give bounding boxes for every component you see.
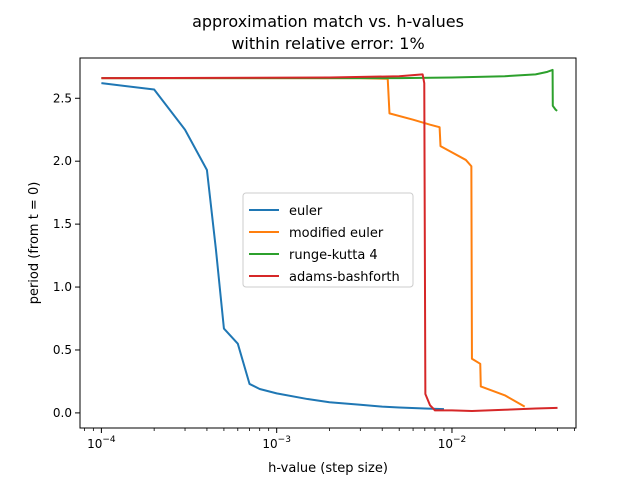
- series-layer: [101, 68, 558, 413]
- x-axis-label: h-value (step size): [268, 461, 388, 476]
- y-tick-label-3: 1.5: [53, 217, 72, 231]
- x-tick-label-1: 10−3: [262, 435, 291, 451]
- y-tick-label-0: 0.0: [53, 406, 72, 420]
- y-tick-label-4: 2.0: [53, 154, 72, 168]
- legend-label-1: modified euler: [289, 226, 384, 241]
- legend-label-2: runge-kutta 4: [289, 248, 378, 263]
- legend-entries: euler modified euler runge-kutta 4 adams-ba…: [249, 204, 400, 285]
- chart-title: approximation match vs. h-values: [192, 12, 464, 31]
- x-tick-label-2: 10−2: [438, 435, 467, 451]
- plot-area: [79, 57, 577, 429]
- x-axis-ticks: 10−4 10−3 10−2: [84, 428, 575, 451]
- y-tick-label-1: 0.5: [53, 343, 72, 357]
- chart-subtitle: within relative error: 1%: [231, 34, 424, 53]
- legend-box: [242, 192, 414, 288]
- x-tick-label-0: 10−4: [87, 435, 116, 451]
- series-line-1: [101, 77, 526, 408]
- legend: euler modified euler runge-kutta 4 adams-ba…: [242, 192, 414, 288]
- legend-label-3: adams-bashforth: [289, 270, 400, 285]
- series-line-0: [101, 82, 444, 411]
- plot-frame: [79, 57, 577, 429]
- y-axis-ticks: 0.0 0.5 1.0 1.5 2.0 2.5: [53, 91, 80, 420]
- series-line-3: [101, 73, 558, 413]
- y-axis-label: period (from t = 0): [27, 182, 42, 305]
- series-line-2: [101, 68, 558, 112]
- y-tick-label-2: 1.0: [53, 280, 72, 294]
- legend-label-0: euler: [289, 204, 323, 219]
- y-tick-label-5: 2.5: [53, 91, 72, 105]
